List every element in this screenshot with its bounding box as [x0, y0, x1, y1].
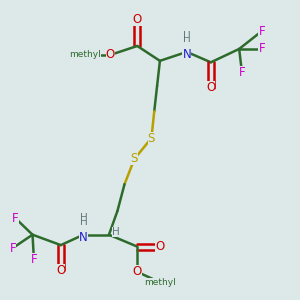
- Text: O: O: [56, 264, 65, 277]
- Text: F: F: [259, 25, 265, 38]
- Text: F: F: [31, 254, 37, 266]
- Text: O: O: [133, 266, 142, 278]
- Text: H: H: [183, 34, 191, 44]
- Text: N: N: [182, 48, 191, 61]
- Text: F: F: [239, 66, 245, 79]
- Text: methyl: methyl: [144, 278, 176, 287]
- Text: F: F: [259, 42, 265, 56]
- Text: H: H: [183, 31, 191, 40]
- Text: F: F: [9, 242, 16, 255]
- Text: F: F: [12, 212, 19, 225]
- Text: O: O: [133, 13, 142, 26]
- Text: N: N: [79, 231, 88, 244]
- Text: O: O: [206, 81, 215, 94]
- Text: methyl: methyl: [69, 50, 101, 59]
- Text: H: H: [80, 217, 87, 227]
- Text: O: O: [106, 48, 115, 62]
- Text: O: O: [155, 240, 164, 253]
- Text: H: H: [80, 213, 87, 224]
- Text: S: S: [148, 132, 155, 145]
- Text: H: H: [112, 227, 120, 237]
- Text: S: S: [131, 152, 138, 165]
